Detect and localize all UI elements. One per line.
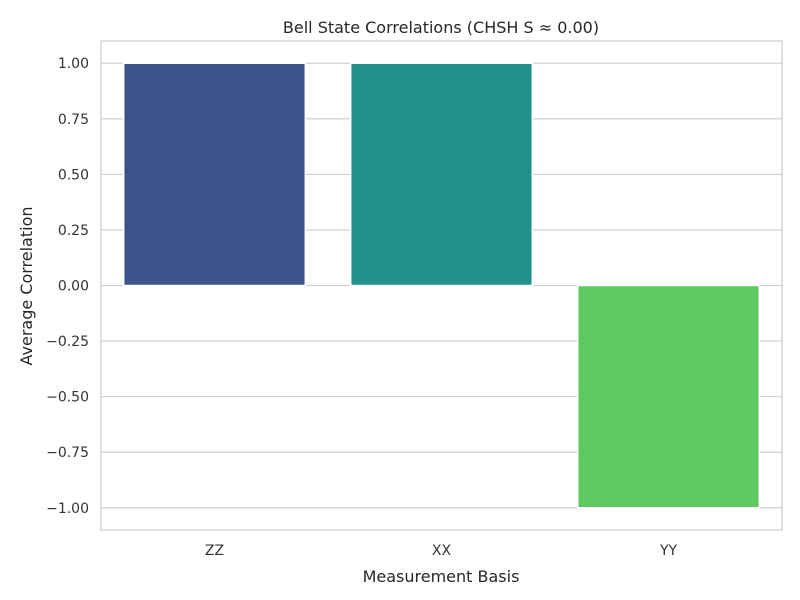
y-tick-label: −0.75 bbox=[46, 445, 89, 461]
y-tick-label: −1.00 bbox=[46, 501, 89, 517]
bar-xx bbox=[349, 62, 534, 287]
bars bbox=[122, 62, 761, 509]
y-tick-label: −0.50 bbox=[46, 390, 89, 406]
y-tick-label: 0.75 bbox=[58, 112, 89, 128]
bar-zz bbox=[122, 62, 307, 287]
plot-frame bbox=[100, 40, 783, 531]
x-tick-labels: ZZ XX YY bbox=[205, 543, 678, 559]
x-tick-label-zz: ZZ bbox=[205, 543, 224, 559]
y-tick-labels: 1.00 0.75 0.50 0.25 0.00 −0.25 −0.50 −0.75 −1.00 bbox=[46, 56, 89, 517]
x-tick-label-xx: XX bbox=[432, 543, 452, 559]
y-tick-label: 0.00 bbox=[58, 279, 89, 295]
y-tick-label: −0.25 bbox=[46, 334, 89, 350]
x-axis-label: Measurement Basis bbox=[363, 567, 520, 586]
y-tick-label: 0.50 bbox=[58, 167, 89, 183]
y-tick-label: 1.00 bbox=[58, 56, 89, 72]
x-tick-label-yy: YY bbox=[659, 543, 678, 559]
y-tick-label: 0.25 bbox=[58, 223, 89, 239]
chart-title: Bell State Correlations (CHSH S ≈ 0.00) bbox=[283, 18, 599, 37]
bar-yy bbox=[576, 284, 761, 509]
y-axis-label: Average Correlation bbox=[17, 206, 36, 365]
